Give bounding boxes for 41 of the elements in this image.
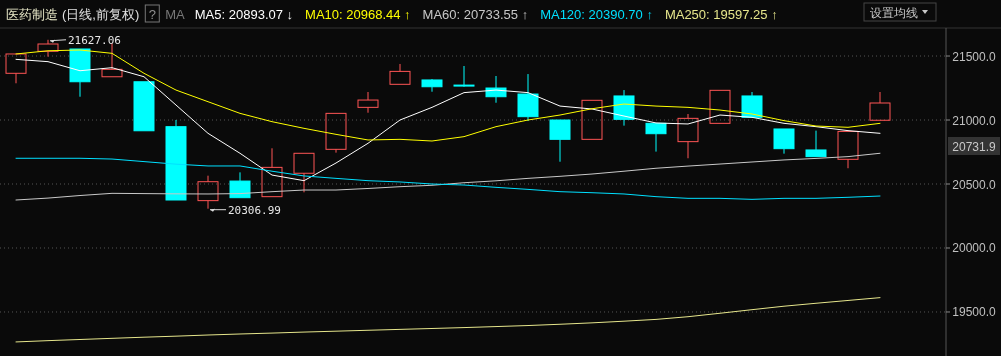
y-tick-label: 21500.0 bbox=[952, 49, 997, 64]
candlestick bbox=[869, 91, 891, 121]
candlestick bbox=[293, 152, 315, 193]
candlestick bbox=[229, 171, 251, 199]
text: MA120: 20390.70 ↑ bbox=[540, 7, 653, 22]
annotation: 21627.06 bbox=[68, 33, 121, 47]
y-tick-label: 21000.0 bbox=[952, 113, 997, 128]
candlestick bbox=[165, 119, 187, 201]
candlestick bbox=[773, 128, 795, 155]
candlestick bbox=[325, 112, 347, 154]
candlestick bbox=[5, 53, 27, 84]
candlestick bbox=[645, 122, 667, 153]
chart-subtitle: (日线,前复权) bbox=[62, 7, 140, 22]
candlestick bbox=[677, 113, 699, 159]
chart-title: 医药制造 bbox=[6, 7, 58, 22]
y-tick-label: 20000.0 bbox=[952, 241, 997, 256]
candlestick bbox=[357, 91, 379, 114]
text: ? bbox=[148, 7, 156, 22]
text: MA250: 19597.25 ↑ bbox=[664, 7, 778, 22]
candlestick bbox=[133, 81, 155, 132]
text: MA bbox=[165, 7, 186, 22]
annotation: 20306.99 bbox=[228, 203, 281, 217]
candlestick bbox=[837, 130, 859, 169]
text: MA5: 20893.07 ↓ bbox=[194, 7, 294, 22]
line-series bbox=[15, 297, 881, 343]
candlestick bbox=[709, 89, 731, 124]
text: MA60: 20733.55 ↑ bbox=[422, 7, 529, 22]
candlestick bbox=[69, 48, 91, 98]
candlestick bbox=[805, 130, 827, 158]
candlestick bbox=[581, 99, 603, 140]
text: 设置均线 bbox=[870, 6, 918, 20]
text: 20731.9 bbox=[952, 139, 997, 154]
candlestick bbox=[389, 63, 411, 85]
y-tick-label: 19500.0 bbox=[952, 305, 997, 320]
candlestick bbox=[549, 119, 571, 163]
candlestick bbox=[741, 91, 763, 118]
candlestick bbox=[517, 73, 539, 122]
candlestick bbox=[101, 42, 123, 78]
y-tick-label: 20500.0 bbox=[952, 177, 997, 192]
candlestick bbox=[261, 147, 283, 198]
text: MA10: 20968.44 ↑ bbox=[305, 7, 411, 22]
